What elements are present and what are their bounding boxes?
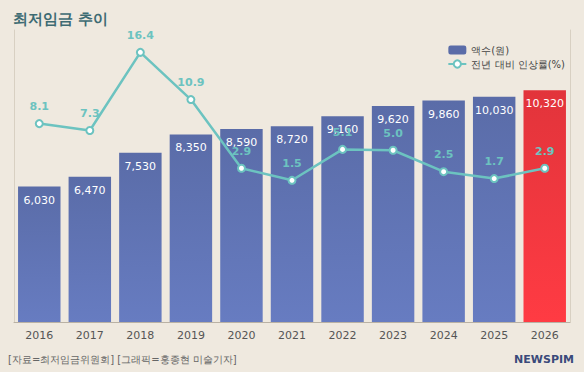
svg-text:9,160: 9,160: [326, 123, 359, 137]
svg-text:7,530: 7,530: [125, 160, 157, 173]
svg-text:2025: 2025: [480, 329, 508, 342]
svg-text:6,030: 6,030: [24, 194, 56, 207]
svg-text:액수(원): 액수(원): [471, 45, 509, 56]
svg-text:9,860: 9,860: [428, 108, 460, 121]
svg-text:전년 대비 인상률(%): 전년 대비 인상률(%): [471, 59, 565, 70]
svg-text:16.4: 16.4: [127, 29, 154, 42]
svg-text:5.1: 5.1: [333, 126, 353, 139]
svg-text:2020: 2020: [227, 329, 255, 342]
svg-text:2024: 2024: [430, 329, 458, 342]
svg-text:2016: 2016: [25, 329, 53, 342]
svg-text:10,320: 10,320: [525, 97, 564, 110]
svg-text:2021: 2021: [278, 329, 306, 342]
svg-text:2.5: 2.5: [434, 148, 454, 161]
svg-text:2022: 2022: [329, 329, 357, 342]
svg-text:8,350: 8,350: [175, 141, 207, 154]
svg-text:2026: 2026: [531, 329, 559, 342]
svg-text:2.9: 2.9: [535, 145, 555, 158]
svg-text:10,030: 10,030: [475, 104, 513, 117]
svg-text:2018: 2018: [126, 329, 154, 342]
svg-text:최저임금 추이: 최저임금 추이: [13, 10, 108, 28]
svg-text:2023: 2023: [379, 329, 407, 342]
svg-text:[자료=최저임금위원회] [그래픽=홍종현 미술기자]: [자료=최저임금위원회] [그래픽=홍종현 미술기자]: [8, 354, 237, 365]
svg-text:9,620: 9,620: [377, 113, 409, 126]
svg-text:2019: 2019: [177, 329, 205, 342]
svg-text:2.9: 2.9: [232, 145, 252, 158]
svg-text:2017: 2017: [76, 329, 104, 342]
svg-text:NEWSPIM: NEWSPIM: [514, 353, 574, 366]
svg-text:5.0: 5.0: [383, 127, 403, 140]
svg-text:1.7: 1.7: [484, 155, 504, 168]
svg-text:1.5: 1.5: [282, 157, 302, 170]
svg-text:10.9: 10.9: [177, 76, 204, 89]
svg-text:7.3: 7.3: [80, 107, 100, 120]
svg-text:6,470: 6,470: [74, 184, 106, 197]
svg-text:8,590: 8,590: [225, 136, 258, 150]
svg-text:8,720: 8,720: [276, 133, 308, 146]
svg-text:8.1: 8.1: [30, 100, 50, 113]
